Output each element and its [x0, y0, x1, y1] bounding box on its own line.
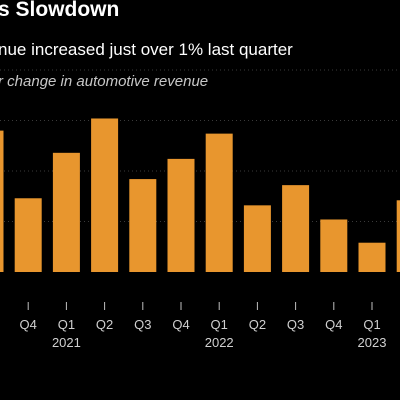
bar	[52, 152, 80, 272]
bar	[14, 198, 42, 272]
bar	[129, 179, 157, 272]
x-tick-label: Q4	[325, 317, 342, 332]
x-tick-label: Q2	[249, 317, 266, 332]
bar	[205, 133, 233, 272]
bar	[243, 205, 271, 272]
bar	[396, 200, 400, 272]
x-tick-label: Q3	[134, 317, 151, 332]
x-year-label: 2022	[205, 335, 234, 350]
chart-subtitle: nue increased just over 1% last quarter	[0, 40, 293, 59]
x-tick-label: Q4	[172, 317, 189, 332]
x-year-labels: 2021 2022 2023	[52, 335, 387, 350]
x-tick-label: Q2	[96, 317, 113, 332]
x-tick-label: Q4	[20, 317, 37, 332]
x-tick-label: Q1	[363, 317, 380, 332]
x-tick-label: Q3	[287, 317, 304, 332]
x-tick-labels: Q3Q4Q1Q2Q3Q4Q1Q2Q3Q4Q1Q2	[20, 302, 381, 332]
x-year-label: 2021	[52, 335, 81, 350]
x-year-label: 2023	[358, 335, 387, 350]
chart-title: s Slowdown	[0, 0, 120, 21]
x-tick-label: Q1	[58, 317, 75, 332]
x-tick-label: Q1	[211, 317, 228, 332]
y-axis-label: r change in automotive revenue	[0, 73, 209, 90]
bar	[358, 242, 386, 272]
bars	[0, 118, 400, 272]
bar	[320, 219, 348, 272]
bar	[0, 130, 4, 272]
gridlines	[0, 69, 400, 222]
bar	[91, 118, 119, 272]
bar	[282, 185, 310, 272]
bar	[167, 158, 195, 272]
